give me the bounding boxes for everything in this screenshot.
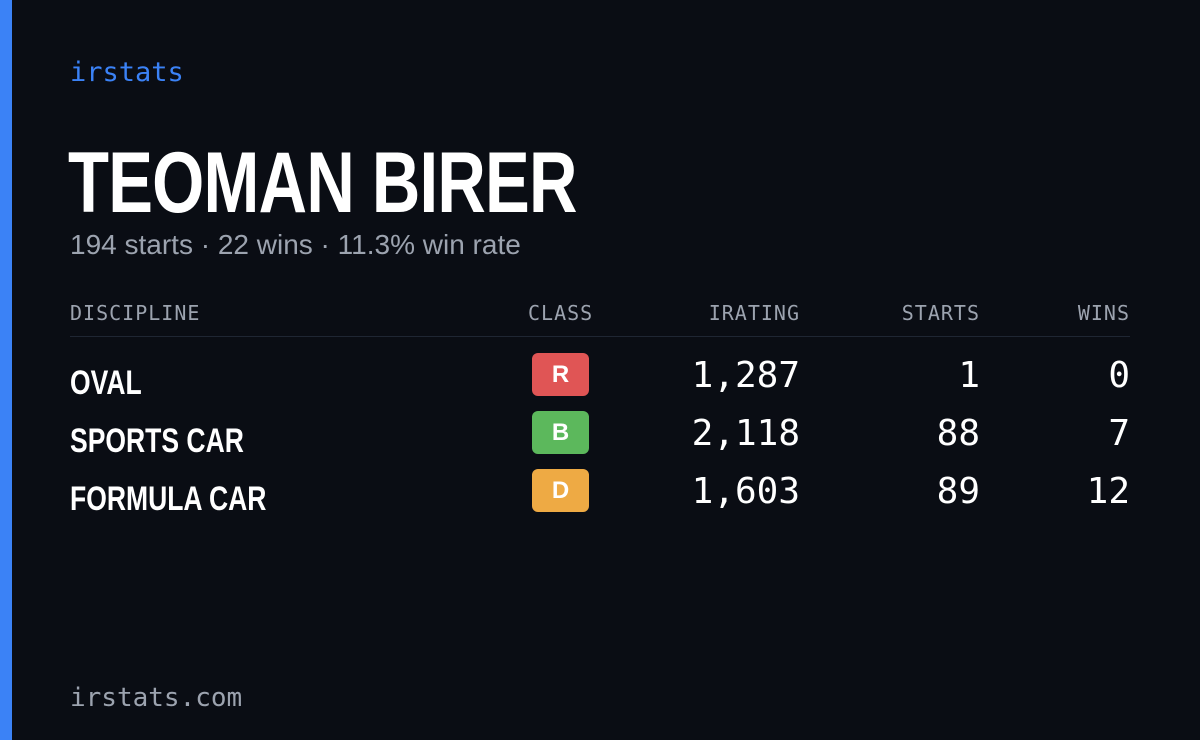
wins-value: 7 — [1108, 413, 1130, 454]
accent-bar — [0, 0, 12, 740]
class-badge: D — [532, 469, 589, 512]
player-summary: 194 starts · 22 wins · 11.3% win rate — [70, 229, 521, 260]
table-row: OVAL R 1,287 1 0 — [70, 353, 1130, 411]
discipline-name: SPORTS CAR — [70, 422, 244, 460]
header-discipline: DISCIPLINE — [70, 301, 201, 325]
brand-logo-text: irstats — [70, 57, 184, 88]
wins-value: 0 — [1108, 355, 1130, 396]
starts-value: 1 — [958, 355, 980, 396]
header-class: CLASS — [528, 301, 594, 325]
header-starts: STARTS — [901, 301, 980, 325]
table-row: SPORTS CAR B 2,118 88 7 — [70, 411, 1130, 469]
header-irating: IRATING — [708, 301, 800, 325]
class-badge: R — [532, 353, 589, 396]
table-header: DISCIPLINE CLASS IRATING STARTS WINS — [70, 298, 1130, 337]
discipline-name: OVAL — [70, 364, 142, 402]
footer-url: irstats.com — [70, 683, 243, 713]
irating-value: 2,118 — [691, 413, 800, 454]
discipline-name: FORMULA CAR — [70, 480, 267, 518]
table-row: FORMULA CAR D 1,603 89 12 — [70, 469, 1130, 527]
starts-value: 88 — [936, 413, 980, 454]
wins-value: 12 — [1086, 471, 1130, 512]
discipline-table: DISCIPLINE CLASS IRATING STARTS WINS OVA… — [70, 298, 1130, 527]
player-name: TEOMAN BIRER — [68, 135, 577, 231]
irating-value: 1,287 — [691, 355, 800, 396]
starts-value: 89 — [936, 471, 980, 512]
class-badge: B — [532, 411, 589, 454]
irating-value: 1,603 — [691, 471, 800, 512]
header-wins: WINS — [1077, 301, 1130, 325]
